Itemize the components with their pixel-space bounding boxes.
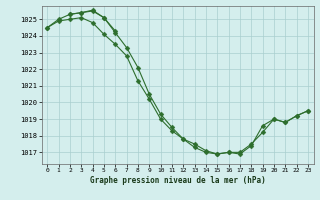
- X-axis label: Graphe pression niveau de la mer (hPa): Graphe pression niveau de la mer (hPa): [90, 176, 266, 185]
